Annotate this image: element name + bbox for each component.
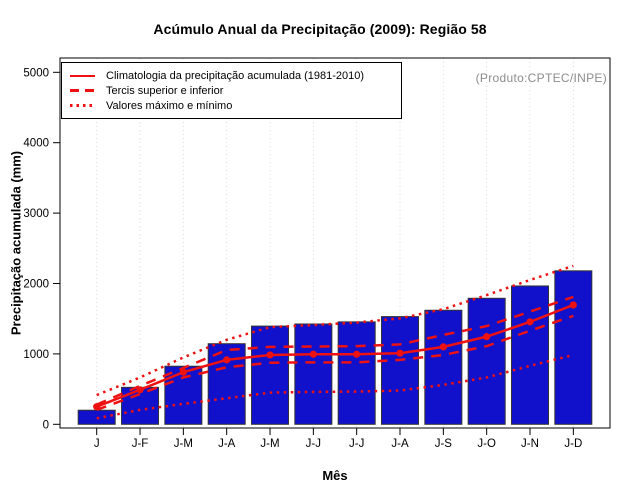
line-dotted <box>96 353 574 420</box>
x-tick-label: J-N <box>521 438 539 450</box>
climatology-marker <box>396 349 404 357</box>
y-tick-label: 5000 <box>23 67 49 79</box>
bar-J-J <box>294 323 333 425</box>
climatology-marker <box>179 368 187 376</box>
line-solid <box>96 303 574 408</box>
legend: Climatologia da precipitação acumulada (… <box>61 62 402 119</box>
y-tick-label: 0 <box>43 419 49 431</box>
climatology-marker <box>353 350 361 358</box>
y-axis: 0 1000 2000 3000 4000 5000 <box>23 67 60 431</box>
bar-J-A <box>207 343 246 425</box>
x-tick-label: J-O <box>477 438 496 450</box>
line-dotted <box>96 264 574 397</box>
x-tick-label: J-J <box>306 438 321 450</box>
chart-title: Acúmulo Anual da Precipitação (2009): Re… <box>153 21 487 37</box>
climatology-marker <box>483 333 491 341</box>
legend-item-label: Tercis superior e inferior <box>106 84 224 97</box>
bar-J-S <box>424 309 463 425</box>
climatology-marker <box>223 356 231 364</box>
x-tick-label: J-M <box>174 438 193 450</box>
bars <box>77 270 593 425</box>
legend-item-maxmin: Valores máximo e mínimo <box>62 98 393 113</box>
climatology-marker <box>266 351 274 359</box>
bar-J-A <box>381 316 420 425</box>
climatology-marker <box>526 318 534 326</box>
y-tick-label: 1000 <box>23 349 49 361</box>
x-tick-label: J-J <box>349 438 364 450</box>
legend-item-label: Climatologia da precipitação acumulada (… <box>106 69 365 82</box>
x-axis: J J-F J-M J-A J-M J-J J-J J-A J-S J-O J-N J-D <box>94 428 582 450</box>
x-tick-label: J-D <box>564 438 582 450</box>
bar-J-N <box>511 285 549 425</box>
plot-border <box>59 57 611 429</box>
y-tick-label: 2000 <box>23 279 49 291</box>
x-tick-label: J-F <box>132 438 149 450</box>
bar-J-J <box>337 321 376 425</box>
x-axis-title: Mês <box>322 468 348 483</box>
x-tick-label: J-M <box>260 438 279 450</box>
legend-solid-line-icon <box>70 74 95 77</box>
legend-dotted-line-icon <box>70 104 95 107</box>
y-tick-label: 3000 <box>23 208 49 220</box>
legend-dashed-line-icon <box>70 89 95 92</box>
x-tick-label: J-S <box>435 438 453 450</box>
bar-J-O <box>467 297 506 425</box>
y-axis-title: Precipitação acumulada (mm) <box>8 150 24 336</box>
source-annotation: (Produto:CPTEC/INPE) <box>475 71 607 85</box>
line-series <box>93 264 577 420</box>
x-tick-label: J-A <box>218 438 236 450</box>
y-tick-label: 4000 <box>23 138 49 150</box>
bar-J-M <box>164 365 203 425</box>
x-tick-label: J-A <box>391 438 409 450</box>
climatology-marker <box>439 343 447 351</box>
legend-item-terciles: Tercis superior e inferior <box>62 83 393 98</box>
legend-item-label: Valores máximo e mínimo <box>106 99 233 112</box>
bar-J-M <box>251 325 290 425</box>
legend-item-climatology: Climatologia da precipitação acumulada (… <box>62 68 393 83</box>
climatology-marker <box>569 301 577 309</box>
climatology-marker <box>309 350 317 358</box>
x-tick-label: J <box>94 438 100 450</box>
bar-J-D <box>554 270 593 425</box>
